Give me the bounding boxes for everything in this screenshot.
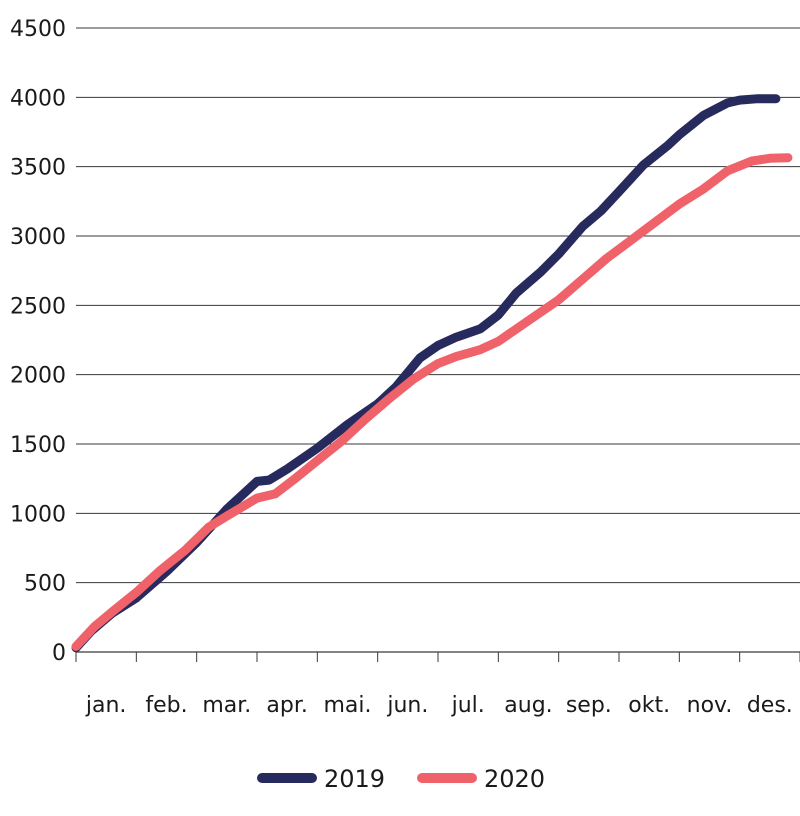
legend-label-2020: 2020 [484,765,545,793]
x-tick-label-month: jul. [451,693,485,718]
legend: 2019 2020 [257,765,545,793]
x-axis-tick-labels: jan. feb. mar. apr. mai. jun. jul. aug. sep. okt.… [85,693,793,718]
x-tick-label-month: des. [747,693,793,718]
y-tick-label: 3500 [10,156,66,181]
x-tick-label-month: mai. [323,693,371,718]
y-tick-label: 4000 [10,86,66,111]
y-tick-label: 2000 [10,364,66,389]
y-tick-label: 1000 [10,502,66,527]
y-axis-tick-labels: 0 500 1000 1500 2000 2500 3000 3500 4000 4500 [10,17,66,666]
series-line-2020 [71,153,793,651]
y-tick-label: 4500 [10,17,66,42]
x-tick-label-month: nov. [687,693,733,718]
x-tick-label-month: jun. [386,693,428,718]
x-tick-label-month: sep. [566,693,612,718]
x-axis [75,651,800,662]
y-tick-label: 1500 [10,433,66,458]
series-lines [71,94,793,653]
y-tick-label: 2500 [10,294,66,319]
gridlines [76,27,800,584]
x-tick-label-month: apr. [266,693,307,718]
y-tick-label: 500 [24,572,66,597]
x-tick-label-month: aug. [504,693,552,718]
x-tick-label-month: mar. [202,693,251,718]
x-tick-label-month: feb. [145,693,187,718]
legend-label-2019: 2019 [324,765,385,793]
x-tick-label-month: okt. [628,693,670,718]
y-tick-label: 3000 [10,225,66,250]
x-tick-label-month: jan. [85,693,127,718]
y-tick-label: 0 [52,641,66,666]
